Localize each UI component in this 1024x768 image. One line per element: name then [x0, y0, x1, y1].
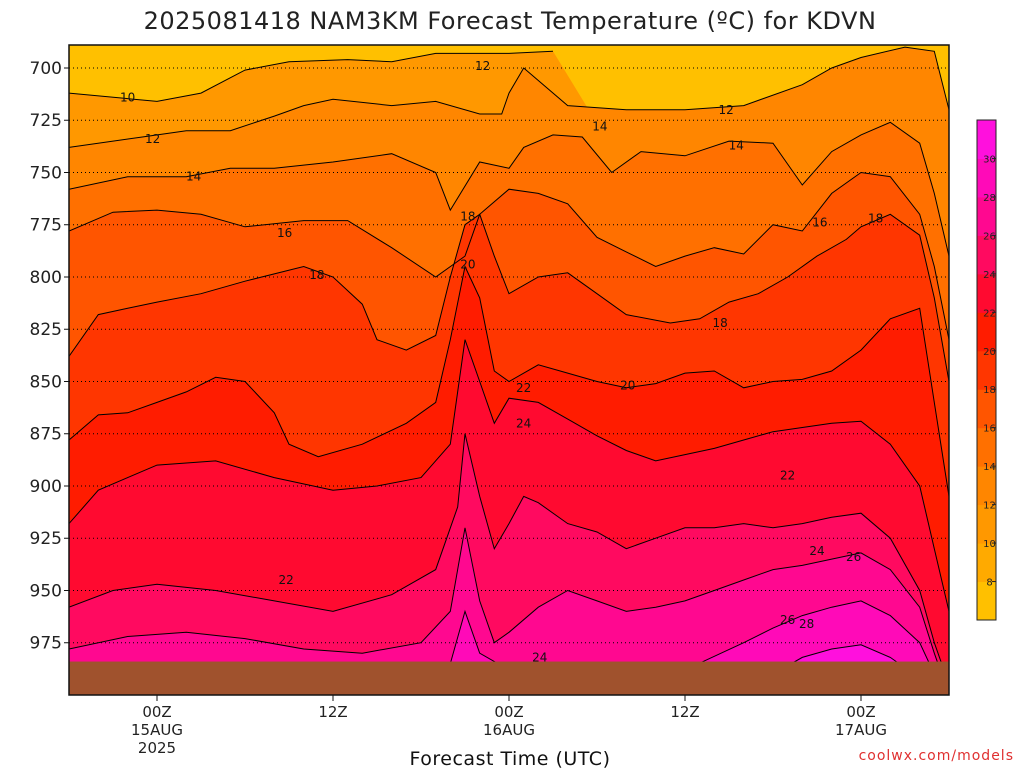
isotherm-label: 18	[713, 316, 728, 330]
colorbar-label: 24	[983, 270, 996, 281]
ground-layer	[69, 661, 949, 695]
colorbar-swatch	[977, 504, 996, 544]
isotherm-label: 14	[186, 170, 201, 184]
colorbar-label: 26	[983, 231, 996, 242]
colorbar-swatch	[977, 120, 996, 159]
isotherm-label: 20	[460, 258, 475, 272]
isotherm-14	[69, 121, 949, 257]
y-tick-label: 800	[30, 268, 62, 288]
colorbar-label: 22	[983, 308, 996, 319]
x-tick-label: 12Z	[318, 703, 347, 721]
colorbar-swatch	[977, 581, 996, 621]
isotherm-16	[69, 171, 949, 340]
colorbar-label: 8	[986, 578, 992, 589]
isotherm-label: 18	[868, 212, 883, 226]
colorbar-label: 28	[983, 193, 996, 204]
colorbar-label: 16	[983, 424, 996, 435]
x-tick-label: 17AUG	[835, 721, 887, 739]
y-tick-label: 950	[30, 581, 62, 601]
source-credit: coolwx.com/models	[859, 748, 1014, 764]
isotherm-label: 24	[516, 416, 531, 430]
y-tick-label: 850	[30, 372, 62, 392]
isotherm-24	[69, 433, 949, 685]
isotherm-label: 28	[799, 617, 814, 631]
y-tick-label: 825	[30, 320, 62, 340]
isotherm-label: 12	[475, 59, 490, 73]
y-tick-label: 925	[30, 529, 62, 549]
colorbar-swatch	[977, 389, 996, 429]
isotherm-label: 14	[592, 120, 607, 134]
colorbar-legend: 8 10 12 14 16 18 20 22 24 26 28 30	[976, 119, 997, 621]
x-tick-label: 12Z	[670, 703, 699, 721]
colorbar-label: 10	[983, 539, 996, 550]
y-tick-label: 975	[30, 634, 62, 654]
isotherm-20	[69, 264, 949, 497]
isotherm-label: 12	[718, 103, 733, 117]
x-tick-label: 15AUG	[131, 721, 183, 739]
chart-title: 2025081418 NAM3KM Forecast Temperature (…	[144, 7, 877, 35]
colorbar-swatch	[977, 466, 996, 506]
isotherm-label: 16	[277, 226, 292, 240]
x-tick-label: 2025	[138, 739, 176, 757]
ground-surface	[69, 661, 949, 695]
isotherm-labels: 10 12 12 12 14 14 14 16 16 18 18 18 18 20 20 22 22 22 24 24…	[120, 59, 883, 665]
colorbar-swatch	[977, 273, 996, 313]
isotherm-label: 12	[145, 132, 160, 146]
x-tick-label: 00Z	[494, 703, 523, 721]
temperature-fill-bands	[69, 47, 949, 695]
colorbar-label: 14	[983, 462, 996, 473]
isotherm-10	[69, 50, 554, 102]
colorbar-swatch	[977, 158, 996, 198]
x-axis-title: Forecast Time (UTC)	[410, 748, 611, 768]
colorbar-swatch	[977, 543, 996, 583]
y-axis-pressure: 700 725 750 775 800 825 850 875 900 925 950 975	[30, 59, 69, 654]
y-tick-label: 775	[30, 216, 62, 236]
colorbar-swatch	[977, 312, 996, 352]
colorbar-swatch	[977, 350, 996, 390]
y-tick-label: 725	[30, 111, 62, 131]
isotherm-label: 24	[809, 544, 824, 558]
colorbar-label: 12	[983, 501, 996, 512]
isotherm-label: 24	[532, 650, 547, 664]
isotherm-22	[69, 339, 949, 612]
colorbar-swatch	[977, 427, 996, 467]
isotherm-label: 26	[780, 613, 795, 627]
isotherm-label: 16	[812, 216, 827, 230]
isotherm-label: 22	[780, 469, 795, 483]
isotherm-label: 22	[278, 573, 293, 587]
y-tick-label: 750	[30, 163, 62, 183]
colorbar-label: 18	[983, 385, 996, 396]
isotherm-label: 20	[620, 379, 635, 393]
y-tick-label: 700	[30, 59, 62, 79]
x-tick-label: 16AUG	[483, 721, 535, 739]
colorbar-swatch	[977, 235, 996, 275]
colorbar-label: 20	[983, 347, 996, 358]
isotherm-18	[69, 213, 949, 382]
x-tick-label: 00Z	[142, 703, 171, 721]
isotherm-label: 18	[460, 209, 475, 223]
isotherm-26	[69, 527, 949, 695]
y-tick-label: 900	[30, 477, 62, 497]
colorbar-frame	[976, 119, 997, 621]
isotherm-label: 14	[729, 138, 744, 152]
isotherm-label: 22	[516, 381, 531, 395]
isotherm-label: 10	[120, 90, 135, 104]
colorbar-label: 30	[983, 154, 996, 165]
x-tick-label: 00Z	[846, 703, 875, 721]
isotherm-12	[69, 46, 949, 148]
colorbar-swatch	[977, 196, 996, 236]
isotherm-label: 18	[309, 268, 324, 282]
y-tick-label: 875	[30, 425, 62, 445]
isotherm-label: 26	[846, 550, 861, 564]
